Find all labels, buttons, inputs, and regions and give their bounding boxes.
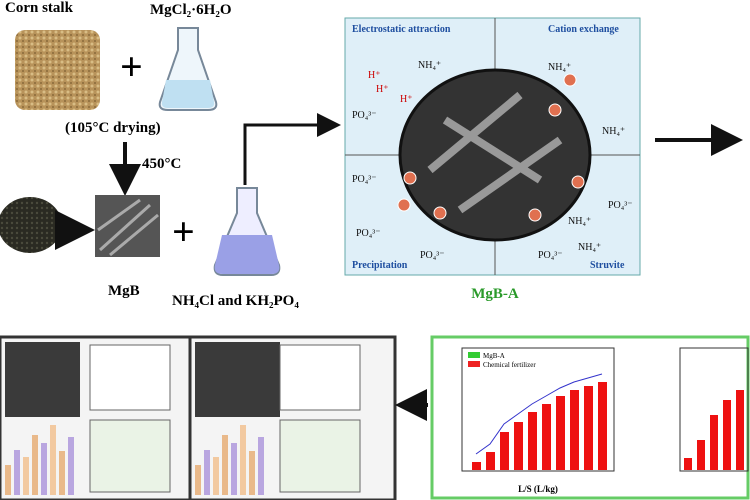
decor-bar <box>472 462 481 470</box>
mg-site <box>433 206 447 220</box>
decor-frame <box>279 419 361 493</box>
decor-bar <box>598 382 607 470</box>
quadrant-label: Struvite <box>590 260 625 271</box>
decor-bar <box>23 457 29 495</box>
flask <box>213 187 281 276</box>
sem-texture <box>427 91 563 214</box>
ion-label: NH₄⁺ <box>578 242 601 253</box>
chart-frame <box>679 347 749 472</box>
mg-site <box>571 175 585 189</box>
decor-bar <box>5 465 11 495</box>
ion-label: PO₄³⁻ <box>356 228 381 239</box>
decor-bar <box>50 425 56 495</box>
legend-label: MgB-A <box>483 352 505 360</box>
reagent-label: MgCl₂·6H₂O <box>150 2 232 18</box>
decor-bar <box>723 400 731 470</box>
plant-photo <box>195 342 280 417</box>
plant-photo <box>5 342 80 417</box>
mg-site <box>528 208 542 222</box>
mg-site <box>403 171 417 185</box>
decor-line <box>475 373 603 455</box>
quadrant-label: Electrostatic attraction <box>352 24 451 35</box>
decor-bar <box>500 432 509 470</box>
quadrant-label: Precipitation <box>352 260 408 271</box>
decor-bar <box>514 422 523 470</box>
decor-bar <box>584 386 593 470</box>
corn-stalk-label: Corn stalk <box>5 0 74 16</box>
decor-frame <box>89 419 171 493</box>
drying-label: (105°C drying) <box>65 120 161 136</box>
decor-bar <box>684 458 692 470</box>
decor-bar <box>528 412 537 470</box>
quadrant-label: Cation exchange <box>548 24 619 35</box>
ion-label: NH₄⁺ <box>548 62 571 73</box>
ion-label: H⁺ <box>376 84 389 95</box>
ion-label: H⁺ <box>400 94 413 105</box>
legend-label: Chemical fertilizer <box>483 361 536 369</box>
ion-label: PO₄³⁻ <box>538 250 563 261</box>
decor-frame <box>279 344 361 411</box>
decor-bar <box>542 404 551 470</box>
decor-frame <box>89 344 171 411</box>
decor-bar <box>213 457 219 495</box>
chart-frame <box>461 347 615 472</box>
flask <box>158 27 218 111</box>
ion-label: H⁺ <box>368 70 381 81</box>
ion-label: NH₄⁺ <box>568 216 591 227</box>
decor-bar <box>14 450 20 495</box>
ion-label: PO₄³⁻ <box>352 110 377 121</box>
decor-bar <box>486 452 495 470</box>
decor-bar <box>231 443 237 495</box>
ion-label: PO₄³⁻ <box>420 250 445 261</box>
ion-label: PO₄³⁻ <box>608 200 633 211</box>
mgb-label: MgB <box>108 283 140 299</box>
mg-site <box>563 73 577 87</box>
decor-bar <box>222 435 228 495</box>
decor-bar <box>68 437 74 495</box>
plus: + <box>172 209 195 254</box>
decor-bar <box>59 451 65 495</box>
decor-bar <box>570 390 579 470</box>
ion-label: NH₄⁺ <box>418 60 441 71</box>
sem-texture <box>97 198 159 257</box>
legend-swatch <box>468 361 480 367</box>
decor-bar <box>240 425 246 495</box>
decor-bar <box>249 451 255 495</box>
ion-label: PO₄³⁻ <box>352 174 377 185</box>
decor-bar <box>556 396 565 470</box>
decor-bar <box>195 465 201 495</box>
decor-bar <box>41 443 47 495</box>
mini-charts <box>5 344 361 495</box>
bars <box>472 373 744 470</box>
product-label: MgB-A <box>471 286 519 302</box>
decor-bar <box>710 415 718 470</box>
arrow <box>243 113 341 185</box>
pyrolysis-label: 450°C <box>142 156 181 172</box>
x-axis-label: L/S (L/kg) <box>518 484 558 494</box>
char-image <box>0 197 62 253</box>
legend-swatch <box>468 352 480 358</box>
mg-site <box>397 198 411 212</box>
decor-bar <box>697 440 705 470</box>
ion-label: NH₄⁺ <box>602 126 625 137</box>
mg-site <box>548 103 562 117</box>
solution-label: NH₄Cl and KH₂PO₄ <box>172 293 299 309</box>
decor-bar <box>32 435 38 495</box>
decor-bar <box>204 450 210 495</box>
decor-bar <box>736 390 744 470</box>
plus: + <box>120 44 143 89</box>
decor-bar <box>258 437 264 495</box>
corn-stalk-image <box>15 30 100 110</box>
